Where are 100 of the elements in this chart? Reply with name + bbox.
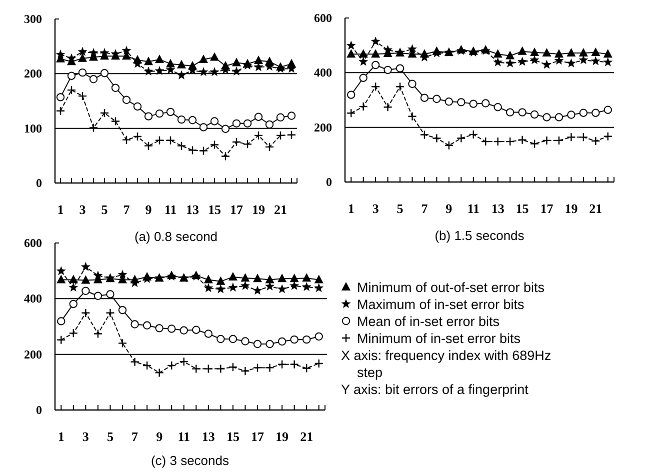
point: [290, 360, 299, 369]
point: [232, 58, 241, 66]
point: [216, 284, 226, 294]
point: [210, 52, 219, 61]
y-tick-label: 200: [24, 66, 42, 81]
point: [371, 60, 380, 70]
point: [130, 320, 139, 328]
point: [358, 102, 368, 112]
point: [166, 136, 176, 145]
point: [198, 67, 208, 76]
x-tick-label: 7: [421, 201, 428, 216]
point: [133, 102, 142, 111]
point: [408, 80, 416, 88]
point: [396, 64, 404, 72]
point: [204, 364, 214, 374]
text: X axis: frequency index with 689Hz step: [341, 348, 552, 380]
point: [395, 82, 405, 92]
point: [530, 139, 540, 148]
x-tick-label: 17: [251, 429, 264, 444]
point: [56, 274, 66, 284]
x-tick-label: 19: [252, 202, 266, 217]
point: [566, 132, 576, 142]
point: [132, 132, 142, 142]
x-tick-label: 7: [123, 202, 130, 217]
point: [347, 90, 356, 99]
point: [603, 57, 613, 66]
point: [177, 60, 186, 68]
point: [232, 119, 241, 128]
point: [518, 46, 527, 55]
point: [302, 335, 311, 344]
y-tick-label: 300: [24, 12, 42, 26]
point: [93, 329, 103, 338]
point: [204, 274, 213, 284]
point: [241, 337, 250, 346]
point: [358, 56, 368, 66]
point: [81, 308, 90, 318]
point: [192, 364, 201, 374]
point: [216, 364, 226, 374]
point: [530, 55, 540, 64]
point: [371, 49, 380, 58]
point: [167, 324, 176, 333]
point: [81, 275, 90, 284]
point: [506, 108, 514, 116]
point: [89, 75, 98, 84]
point: [240, 273, 250, 282]
y-tick-label: 400: [314, 66, 332, 80]
point: [220, 152, 230, 161]
point: [420, 130, 430, 140]
point: [493, 49, 502, 58]
legend-label: Maximum of in-set error bits: [357, 297, 525, 312]
text: Y axis: bit errors of a fingerprint: [341, 382, 529, 397]
point: [265, 274, 274, 284]
point: [68, 328, 78, 338]
point: [130, 357, 140, 366]
point: [216, 276, 226, 285]
x-tick-label: 19: [276, 429, 290, 444]
point: [253, 274, 262, 282]
point: [252, 286, 262, 295]
point: [265, 363, 274, 372]
point: [358, 49, 368, 58]
point: [180, 326, 188, 334]
point: [254, 56, 263, 64]
point: [346, 49, 356, 58]
x-tick-label: 21: [274, 202, 287, 217]
legend-label: Minimum of out-of-set error bits: [357, 280, 545, 295]
x-tick-label: 9: [156, 429, 164, 444]
point: [155, 324, 164, 332]
point: [122, 96, 131, 104]
point: [166, 58, 175, 68]
point: [111, 84, 120, 92]
point: [370, 36, 380, 46]
point: [592, 108, 600, 117]
point: [505, 58, 515, 68]
point: [518, 56, 528, 66]
x-tick-label: 3: [82, 429, 90, 444]
y-tick-label: 100: [24, 121, 42, 136]
point: [567, 110, 576, 119]
point: [100, 48, 110, 57]
point: [177, 115, 186, 124]
point: [82, 286, 90, 295]
x-tick-label: 11: [467, 201, 480, 216]
point: [481, 136, 490, 146]
point: [254, 112, 263, 121]
point: [278, 274, 287, 282]
x-tick-label: 5: [396, 201, 404, 216]
point: [407, 44, 418, 54]
point: [432, 94, 441, 104]
x-tick-label: 11: [164, 202, 177, 217]
point: [154, 66, 164, 75]
point: [276, 130, 286, 140]
point: [603, 49, 612, 58]
legend-label: Minimum of in-set error bits: [357, 331, 521, 346]
point: [603, 132, 612, 141]
x-tick-label: 5: [101, 202, 108, 217]
x-tick-label: 3: [79, 202, 86, 217]
point: [154, 368, 164, 378]
x-tick-label: 17: [230, 202, 244, 217]
x-tick-label: 21: [589, 201, 602, 216]
point: [554, 113, 564, 122]
point: [228, 272, 238, 280]
